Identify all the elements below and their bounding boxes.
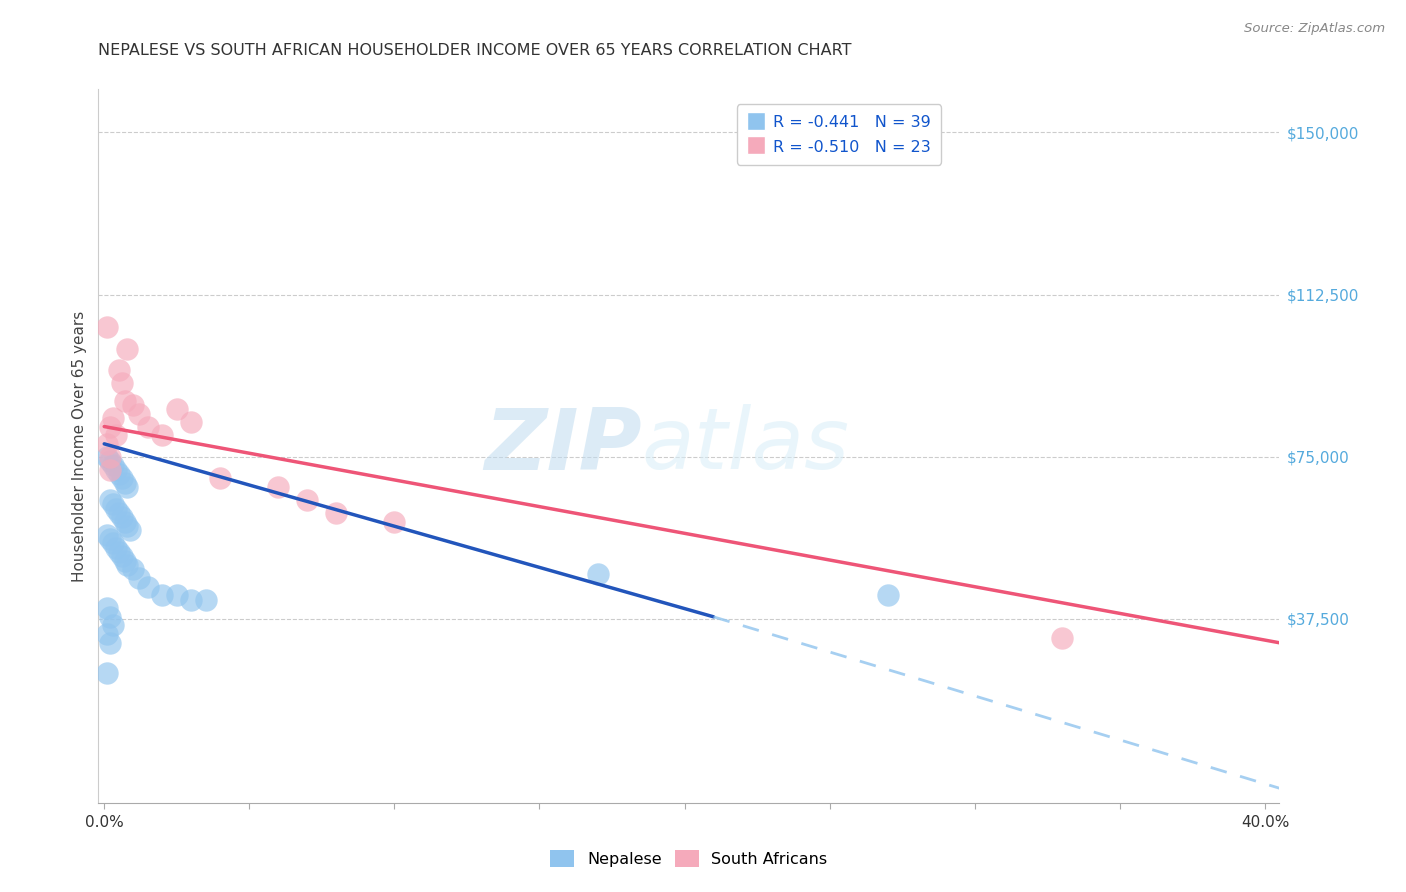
Point <box>96 627 118 641</box>
Point <box>98 450 121 464</box>
Text: atlas: atlas <box>641 404 849 488</box>
Legend: Nepalese, South Africans: Nepalese, South Africans <box>544 844 834 873</box>
Point <box>384 515 406 529</box>
Point <box>136 419 159 434</box>
Point <box>267 480 290 494</box>
Point <box>98 532 121 546</box>
Point <box>111 471 134 485</box>
Point <box>150 588 173 602</box>
Point <box>98 636 121 650</box>
Point <box>1050 632 1073 646</box>
Point <box>117 342 139 356</box>
Point <box>136 580 159 594</box>
Point <box>98 493 121 508</box>
Point <box>107 467 129 482</box>
Point <box>114 553 136 567</box>
Point <box>96 666 118 681</box>
Point <box>114 393 136 408</box>
Point <box>122 562 145 576</box>
Point <box>128 571 150 585</box>
Point <box>586 566 609 581</box>
Point <box>98 419 121 434</box>
Point <box>101 458 124 473</box>
Point <box>111 510 134 524</box>
Point <box>128 407 150 421</box>
Point <box>96 601 118 615</box>
Point <box>111 376 134 391</box>
Text: Source: ZipAtlas.com: Source: ZipAtlas.com <box>1244 22 1385 36</box>
Y-axis label: Householder Income Over 65 years: Householder Income Over 65 years <box>72 310 87 582</box>
Point <box>120 524 142 538</box>
Point <box>104 428 127 442</box>
Point <box>180 592 202 607</box>
Point <box>98 463 121 477</box>
Point <box>325 506 347 520</box>
Point <box>96 320 118 334</box>
Point <box>107 545 129 559</box>
Point <box>96 450 118 464</box>
Point <box>180 415 202 429</box>
Point <box>117 480 139 494</box>
Point <box>101 618 124 632</box>
Point <box>114 515 136 529</box>
Point <box>166 588 188 602</box>
Text: ZIP: ZIP <box>484 404 641 488</box>
Point <box>98 454 121 468</box>
Point <box>111 549 134 564</box>
Point <box>104 463 127 477</box>
Point <box>101 497 124 511</box>
Point <box>101 536 124 550</box>
Point <box>166 402 188 417</box>
Point <box>117 519 139 533</box>
Point <box>876 588 898 602</box>
Text: NEPALESE VS SOUTH AFRICAN HOUSEHOLDER INCOME OVER 65 YEARS CORRELATION CHART: NEPALESE VS SOUTH AFRICAN HOUSEHOLDER IN… <box>98 43 852 58</box>
Point <box>122 398 145 412</box>
Point <box>209 471 232 485</box>
Point <box>117 558 139 572</box>
Point <box>96 527 118 541</box>
Point <box>194 592 217 607</box>
Point <box>114 475 136 490</box>
Point <box>104 541 127 555</box>
Point <box>104 501 127 516</box>
Point <box>107 506 129 520</box>
Point <box>107 363 129 377</box>
Point <box>150 428 173 442</box>
Point <box>101 410 124 425</box>
Point <box>297 493 319 508</box>
Point <box>96 437 118 451</box>
Point <box>98 610 121 624</box>
